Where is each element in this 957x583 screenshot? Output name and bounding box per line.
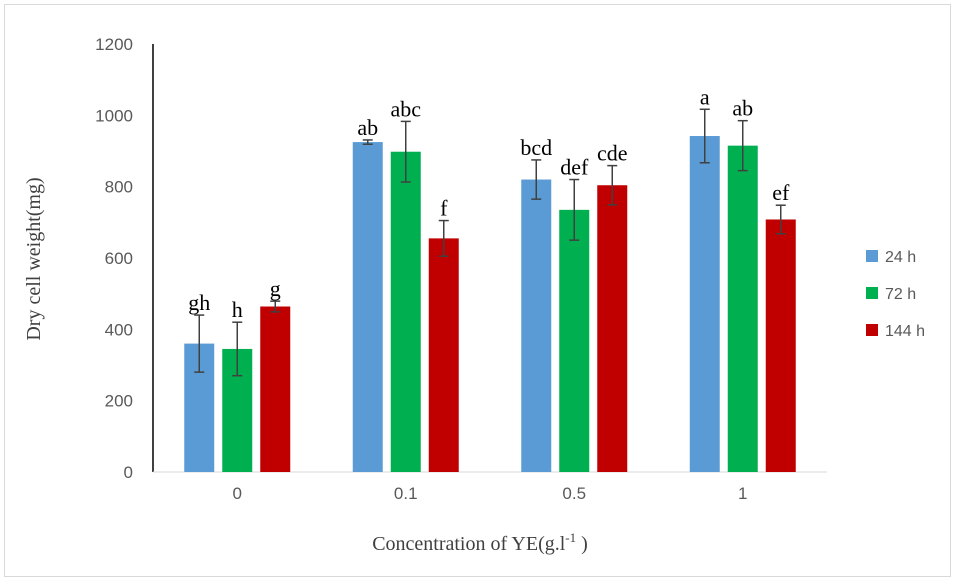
bar xyxy=(597,185,628,473)
y-tick-label: 0 xyxy=(124,463,133,482)
legend-swatch xyxy=(866,324,878,336)
x-tick-label: 0.5 xyxy=(562,484,586,503)
significance-label: a xyxy=(700,84,710,109)
y-tick-label: 200 xyxy=(105,392,133,411)
bar xyxy=(352,142,383,473)
legend-swatch xyxy=(866,250,878,262)
bar xyxy=(390,151,421,473)
bar xyxy=(765,219,796,472)
bar xyxy=(559,209,590,472)
y-tick-label: 600 xyxy=(105,249,133,268)
bar xyxy=(689,136,720,472)
bar xyxy=(428,238,459,472)
significance-label: ef xyxy=(772,180,790,205)
significance-label: gh xyxy=(188,290,210,315)
y-tick-label: 1200 xyxy=(95,35,133,54)
legend-label: 144 h xyxy=(885,323,925,340)
legend-swatch xyxy=(866,287,878,299)
x-tick-label: 0 xyxy=(233,484,242,503)
x-tick-label: 0.1 xyxy=(394,484,418,503)
significance-label: h xyxy=(232,297,243,322)
significance-label: ab xyxy=(357,115,378,140)
y-axis-title: Dry cell weight(mg) xyxy=(23,177,45,340)
significance-label: bcd xyxy=(520,135,552,160)
y-tick-label: 400 xyxy=(105,320,133,339)
bar xyxy=(521,179,552,473)
legend-label: 24 h xyxy=(885,249,916,266)
x-tick-label: 1 xyxy=(738,484,747,503)
significance-label: def xyxy=(560,155,589,180)
x-axis-title: Concentration of YE(g.l-1 ) xyxy=(372,530,588,555)
y-tick-label: 1000 xyxy=(95,106,133,125)
significance-label: ab xyxy=(732,96,753,121)
significance-label: f xyxy=(440,196,448,221)
bar xyxy=(727,145,758,472)
bar xyxy=(260,306,291,472)
legend-label: 72 h xyxy=(885,286,916,303)
significance-label: g xyxy=(270,276,281,301)
significance-label: abc xyxy=(390,96,421,121)
y-tick-label: 800 xyxy=(105,178,133,197)
significance-label: cde xyxy=(597,141,628,166)
